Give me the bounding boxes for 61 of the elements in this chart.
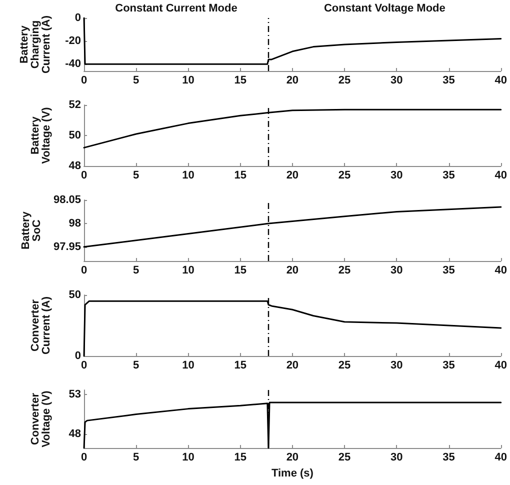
x-tick-label: 15 — [234, 264, 246, 276]
x-tick-label: 25 — [338, 452, 351, 464]
x-tick-label: 30 — [390, 74, 403, 86]
y-tick-label: 98.05 — [53, 194, 81, 206]
text: Constant Voltage Mode — [324, 2, 446, 14]
x-tick-label: 40 — [494, 360, 508, 372]
y-tick-label: 48 — [68, 428, 81, 440]
y-tick-label: 97.95 — [53, 240, 81, 253]
y-axis-title: Battery Charging Current (A) — [18, 15, 52, 74]
x-tick-label: 5 — [133, 170, 140, 182]
y-axis-title: Converter Current (A) — [30, 296, 52, 355]
x-tick-label: 40 — [494, 74, 508, 86]
x-tick-label: 40 — [494, 264, 508, 276]
y-tick-label: -40 — [65, 58, 81, 70]
x-tick-label: 25 — [338, 360, 351, 372]
x-tick-label: 5 — [133, 360, 140, 372]
x-tick-label: 15 — [234, 170, 246, 182]
x-tick-label: 10 — [182, 74, 194, 86]
y-axis-title: Battery SoC — [20, 210, 44, 250]
x-tick-label: 25 — [338, 74, 351, 86]
x-tick-label: 35 — [442, 360, 455, 372]
x-tick-label: 10 — [182, 170, 194, 182]
x-tick-label: 35 — [442, 74, 455, 86]
x-tick-label: 20 — [286, 452, 299, 464]
x-tick-label: 40 — [494, 452, 508, 464]
x-tick-label: 30 — [390, 170, 403, 182]
x-tick-label: 25 — [338, 264, 351, 276]
x-tick-label: 5 — [133, 452, 140, 464]
x-tick-label: 20 — [286, 74, 299, 86]
x-tick-label: 35 — [442, 452, 455, 464]
y-tick-label: 52 — [68, 99, 81, 111]
x-tick-label: 15 — [234, 452, 246, 464]
x-tick-label: 10 — [182, 452, 194, 464]
x-tick-label: 35 — [442, 264, 455, 276]
x-tick-label: 30 — [390, 360, 403, 372]
y-tick-label: -20 — [65, 35, 81, 48]
x-tick-label: 20 — [286, 360, 299, 372]
x-tick-label: 5 — [133, 74, 140, 86]
x-tick-label: 10 — [182, 264, 194, 276]
x-tick-label: 10 — [182, 360, 194, 372]
y-tick-label: 50 — [68, 289, 81, 301]
y-tick-label: 53 — [68, 388, 81, 401]
x-tick-label: 15 — [234, 74, 246, 86]
y-tick-label: 0 — [74, 350, 81, 362]
y-tick-label: 98 — [68, 217, 81, 230]
x-tick-label: 30 — [390, 452, 403, 464]
x-tick-label: 35 — [442, 170, 455, 182]
text: Constant Current Mode — [115, 2, 238, 14]
x-tick-label: 25 — [338, 170, 351, 182]
x-axis-title: Time (s) — [271, 468, 314, 480]
x-tick-label: 20 — [286, 170, 299, 182]
y-axis-title: Converter Voltage (V) — [30, 390, 52, 448]
x-tick-label: 20 — [286, 264, 299, 276]
y-tick-label: 48 — [68, 160, 81, 172]
x-tick-label: 5 — [133, 264, 140, 276]
x-tick-label: 40 — [494, 170, 508, 182]
y-tick-label: 0 — [74, 12, 81, 24]
y-axis-title: Battery Voltage (V) — [30, 106, 52, 164]
y-tick-label: 50 — [68, 130, 81, 142]
x-tick-label: 15 — [234, 360, 246, 372]
x-tick-label: 30 — [390, 264, 403, 276]
